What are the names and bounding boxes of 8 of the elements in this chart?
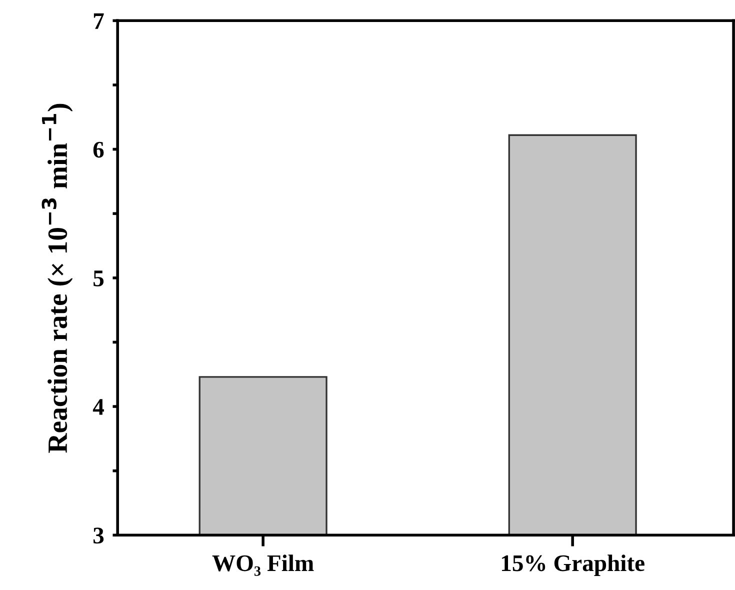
x-tick-label: WO₃ Film [212,554,314,576]
y-tick-label: 5 [94,270,104,286]
y-tick-label: 7 [94,13,104,29]
y-axis-title: Reaction rate (× 10$^{−3}$ min$^{−1}$) [42,104,73,453]
x-tick-label: 15% Graphite [502,554,644,576]
y-tick-label: 4 [92,399,104,415]
y-tick-label: 3 [93,528,104,544]
y-tick-label: 6 [93,142,104,158]
